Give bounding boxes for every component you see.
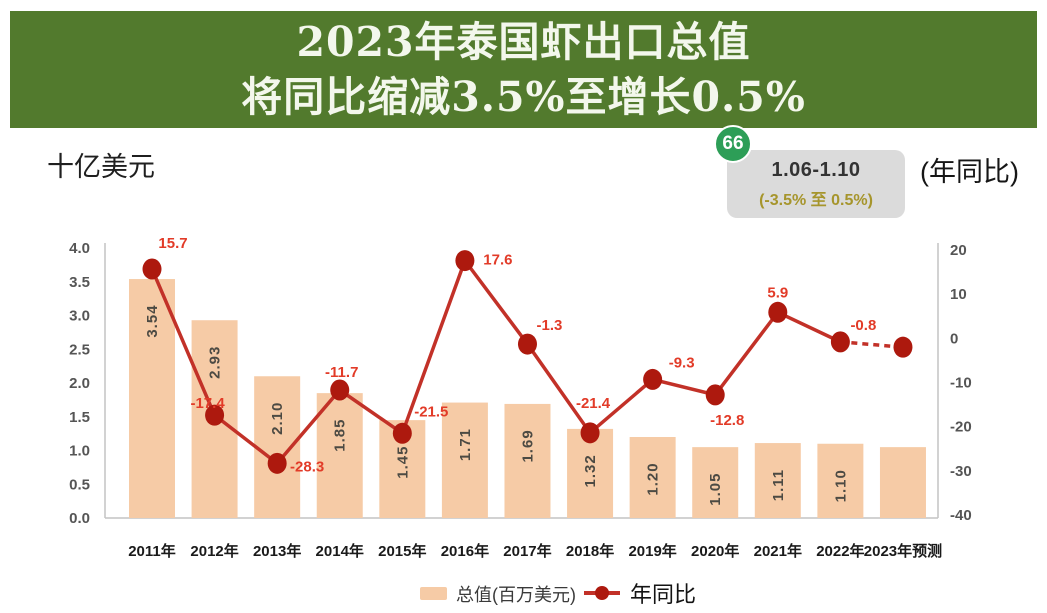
x-axis-category-label: 2013年 [253,542,301,560]
yoy-point-marker [830,331,850,353]
bar-value-label: 1.32 [582,454,599,487]
yoy-point-label: -21.5 [414,403,448,420]
bar-value-label: 1.45 [394,446,411,479]
bar-value-label: 1.20 [645,462,662,495]
forecast-callout-box: 1.06-1.10 (-3.5% 至 0.5%) [727,150,905,218]
left-axis-tick: 3.0 [69,308,90,325]
left-axis-tick: 2.0 [69,375,90,392]
forecast-range-value: 1.06-1.10 [771,158,861,181]
bar-total-value [316,393,363,518]
yoy-point-label: 5.9 [767,284,788,301]
right-axis-tick: -40 [950,507,972,524]
yoy-point-marker [517,333,537,355]
yoy-point-marker [893,336,913,358]
yoy-point-marker [455,250,475,272]
yoy-point-label: -12.8 [710,412,744,429]
badge-66: 66 [714,125,752,163]
left-axis-tick: 1.0 [69,443,90,460]
left-axis-tick: 4.0 [69,240,90,257]
bar-value-label: 1.11 [770,469,787,501]
right-axis-tick: -20 [950,419,972,436]
yoy-point-label: -11.7 [325,364,358,381]
yoy-point-marker [705,384,725,406]
x-axis-category-label: 2016年 [441,542,489,560]
bar-value-label: 2.93 [207,346,224,379]
legend-line-marker-icon [595,586,609,600]
x-axis-category-label: 2015年 [378,542,426,560]
bar-total-value [129,279,175,518]
forecast-range-percent: (-3.5% 至 0.5%) [759,191,873,209]
x-axis-category-label: 2021年 [754,542,802,560]
bar-value-label: 1.05 [707,473,724,506]
left-axis-tick: 0.5 [69,476,90,493]
yoy-point-label: -0.8 [850,317,876,334]
x-axis-category-label: 2017年 [503,542,551,560]
bar-total-value [567,428,614,518]
left-axis-tick: 1.5 [69,409,90,426]
yoy-point-marker [330,379,350,401]
bar-total-value [879,447,926,518]
bar-total-value [817,443,864,518]
left-axis-tick: 0.0 [69,510,90,527]
x-axis-category-label: 2020年 [691,542,739,560]
title-line-2: 将同比缩减3.5%至增长0.5% [241,72,806,121]
x-axis-category-label: 2012年 [190,542,238,560]
yoy-line [150,256,842,466]
left-axis-tick: 3.5 [69,274,90,291]
bar-value-label: 1.85 [332,419,349,452]
yoy-point-marker [643,368,663,390]
bar-total-value [754,443,801,518]
right-axis-tick: -30 [950,463,972,480]
yoy-point-label: -9.3 [669,354,695,371]
yoy-point-label: -28.3 [290,458,324,475]
yoy-point-marker [142,258,162,280]
x-axis-category-label: 2018年 [566,542,614,560]
bar-total-value [504,403,551,518]
yoy-point-marker [580,422,600,444]
bar-value-label: 3.54 [144,304,161,337]
legend-line-label: 年同比 [630,582,697,607]
yoy-point-label: -21.4 [576,395,611,412]
yoy-point-marker [267,452,287,474]
bar-value-label: 1.71 [457,428,474,461]
bar-value-label: 2.10 [269,402,286,435]
yoy-point-label: 17.6 [483,252,512,269]
right-axis-unit-label: (年同比) [920,157,1019,187]
x-axis-category-label: 2022年 [816,542,864,560]
x-axis-category-label: 2014年 [316,542,364,560]
left-axis-unit-label: 十亿美元 [47,152,155,182]
left-axis-tick: 2.5 [69,341,90,358]
right-axis-tick: -10 [950,375,972,392]
bar-total-value [629,437,676,518]
yoy-point-label: -17.4 [190,395,225,412]
legend-bar-swatch [420,587,447,600]
yoy-point-label: -1.3 [537,317,563,334]
yoy-point-marker [392,422,412,444]
title-banner: 2023年泰国虾出口总值 将同比缩减3.5%至增长0.5% [10,11,1037,128]
yoy-point-marker [205,404,225,426]
bar-value-label: 1.69 [519,429,536,462]
right-axis-tick: 20 [950,242,967,259]
x-axis-category-label: 2023年预测 [864,542,942,560]
right-axis-tick: 0 [950,330,958,347]
right-axis-tick: 10 [950,286,967,303]
bar-value-label: 1.10 [832,469,849,502]
title-line-1: 2023年泰国虾出口总值 [296,18,751,67]
x-axis-category-label: 2019年 [628,542,676,560]
yoy-point-label: 15.7 [158,235,187,252]
yoy-point-marker [768,301,788,323]
bar-total-value [441,402,488,518]
legend-bar-label: 总值(百万美元) [456,585,576,605]
x-axis-category-label: 2011年 [128,542,176,560]
bar-total-value [692,447,739,518]
